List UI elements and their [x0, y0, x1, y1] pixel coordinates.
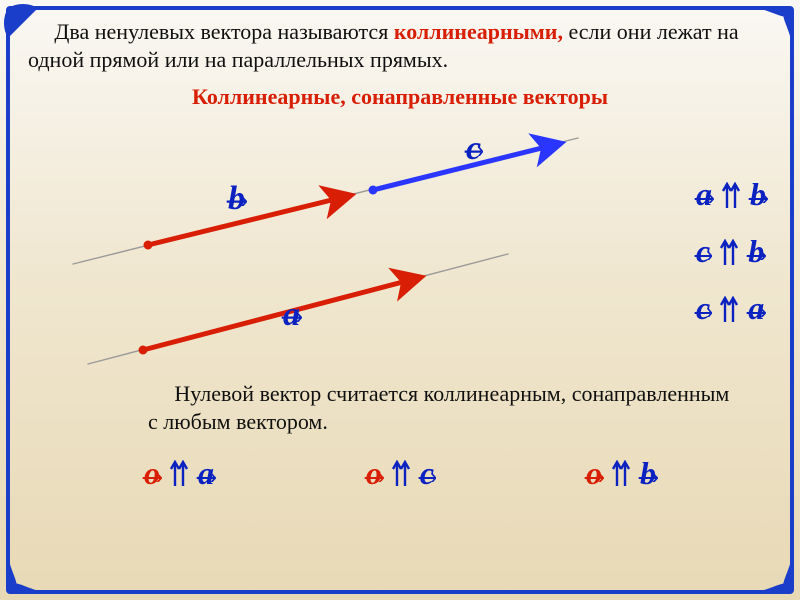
bottom-relations-row: o a o c o b — [28, 455, 772, 492]
relation: a b — [696, 176, 766, 213]
vector-label-a: a — [283, 296, 300, 334]
relation: o c — [366, 455, 434, 492]
codirectional-icon — [720, 181, 742, 209]
relation: o b — [586, 455, 656, 492]
vector-letter-b: b — [640, 455, 656, 492]
codirectional-icon — [168, 459, 190, 487]
content-area: Два ненулевых вектора называются коллине… — [0, 0, 800, 600]
codirectional-icon — [390, 459, 412, 487]
definition-paragraph: Два ненулевых вектора называются коллине… — [28, 18, 772, 74]
vector-letter-c: c — [420, 455, 434, 492]
right-relations-column: a b c b c a — [696, 176, 766, 327]
vector-label-c: c — [466, 130, 481, 168]
para1-pre: Два ненулевых вектора называются — [54, 19, 393, 44]
vector-letter-c: c — [696, 290, 710, 327]
vector-letter-o: o — [144, 455, 160, 492]
vector-diagram: b c a — [28, 114, 772, 374]
vector-letter-a: a — [748, 290, 764, 327]
codirectional-icon — [610, 459, 632, 487]
subtitle: Коллинеарные, сонаправленные векторы — [28, 84, 772, 110]
vector-letter-b: b — [748, 233, 764, 270]
zero-vector-paragraph: Нулевой вектор считается коллинеарным, с… — [148, 380, 732, 436]
relation: c b — [696, 233, 766, 270]
relation: c a — [696, 290, 766, 327]
vector-label-b: b — [228, 180, 245, 218]
relation: o a — [144, 455, 214, 492]
codirectional-icon — [718, 238, 740, 266]
keyword-collinear: коллинеарными, — [394, 19, 563, 44]
vector-letter-o: o — [366, 455, 382, 492]
vector-letter-c: c — [696, 233, 710, 270]
vector-letter-o: o — [586, 455, 602, 492]
vector-letter-b: b — [750, 176, 766, 213]
vector-letter-a: a — [198, 455, 214, 492]
diagram-svg — [28, 114, 768, 374]
codirectional-icon — [718, 295, 740, 323]
vector-letter-a: a — [696, 176, 712, 213]
